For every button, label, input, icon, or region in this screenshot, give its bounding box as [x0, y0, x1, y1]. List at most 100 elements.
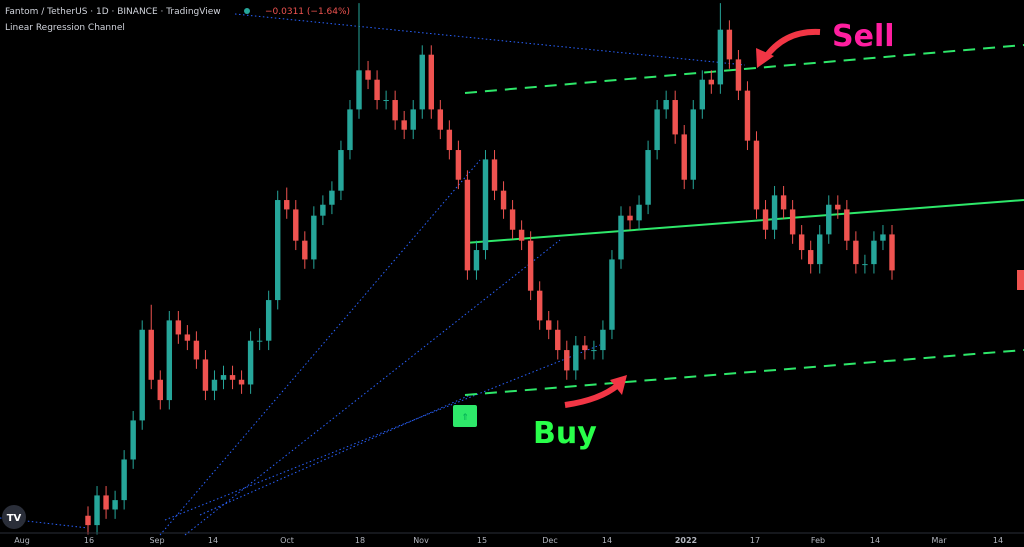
- candle-body: [699, 79, 706, 110]
- candle-body: [627, 215, 633, 221]
- candle-body: [338, 150, 344, 191]
- candle-body: [844, 209, 850, 241]
- candle-body: [518, 229, 525, 241]
- buy-arrow: [564, 382, 620, 408]
- trendlines: [0, 13, 746, 536]
- candles: [85, 3, 895, 535]
- candle-body: [238, 379, 245, 385]
- candle-body: [329, 190, 335, 205]
- candle-body: [446, 129, 453, 151]
- x-tick-label: 14: [602, 536, 612, 545]
- x-tick-label: Feb: [811, 536, 825, 545]
- x-axis: Aug 16 Sep 14 Oct 18 Nov 15 Dec 14 2022 17 Feb 14 Mar 1…: [14, 536, 1003, 545]
- candle-body: [591, 350, 597, 352]
- x-tick-label: 18: [355, 536, 365, 545]
- candle-body: [582, 345, 588, 351]
- candle-body: [202, 359, 209, 391]
- candle-body: [780, 195, 787, 210]
- candle-body: [817, 234, 823, 265]
- buy-arrowhead: [610, 375, 627, 395]
- x-tick-label: 17: [750, 536, 760, 545]
- candle-body: [771, 195, 778, 230]
- candle-body: [853, 240, 859, 265]
- status-dot: [244, 8, 250, 14]
- candle-body: [302, 240, 308, 260]
- candle-body: [94, 495, 100, 526]
- candle-body: [491, 159, 498, 191]
- candle-body: [672, 100, 678, 135]
- price-badge: [1017, 270, 1024, 290]
- candle-body: [139, 329, 145, 421]
- buy-marker-icon: ⇑: [461, 413, 469, 423]
- x-tick-label: Oct: [280, 536, 294, 545]
- candle-body: [762, 209, 769, 230]
- candle-body: [500, 190, 507, 210]
- candle-body: [753, 140, 760, 210]
- candle-body: [175, 320, 182, 335]
- candle-body: [609, 259, 615, 330]
- candle-body: [401, 120, 407, 130]
- candle-body: [410, 109, 416, 130]
- x-tick-label: 15: [477, 536, 487, 545]
- candle-body: [826, 204, 832, 235]
- candle-body: [726, 29, 733, 60]
- candle-body: [193, 340, 200, 360]
- x-tick-label: Aug: [14, 536, 30, 545]
- x-tick-label: Nov: [413, 536, 429, 545]
- candle-body: [807, 250, 814, 265]
- indicator-name: Linear Regression Channel: [5, 23, 125, 33]
- candle-body: [229, 375, 236, 380]
- candle-body: [482, 159, 489, 251]
- candle-body: [103, 495, 109, 510]
- candle-body: [464, 179, 471, 271]
- candle-body: [636, 204, 642, 221]
- candle-body: [555, 329, 561, 351]
- candle-body: [383, 100, 389, 102]
- candle-body: [564, 350, 570, 371]
- candle-body: [211, 379, 218, 391]
- candle-body: [708, 79, 715, 85]
- candle-body: [365, 70, 371, 80]
- x-tick-label: 2022: [675, 536, 697, 545]
- sell-arrow: [762, 28, 821, 60]
- logo-text: TV: [7, 513, 22, 524]
- candle-body: [85, 515, 91, 526]
- x-tick-label: 14: [208, 536, 218, 545]
- candle-body: [509, 209, 516, 230]
- chart-title: Fantom / TetherUS · 1D · BINANCE · Tradi…: [5, 7, 221, 17]
- candle-body: [789, 209, 796, 235]
- x-tick-label: Dec: [542, 536, 557, 545]
- candle-body: [265, 300, 272, 341]
- candle-body: [184, 334, 191, 341]
- candle-body: [112, 500, 118, 510]
- candle-body: [130, 420, 136, 460]
- regression-line: [464, 199, 1024, 244]
- candle-body: [473, 250, 480, 271]
- candle-body: [744, 90, 751, 141]
- candle-body: [284, 200, 290, 210]
- candle-body: [148, 329, 154, 380]
- candle-body: [862, 264, 868, 266]
- candle-body: [121, 459, 127, 501]
- candle-body: [347, 109, 353, 151]
- x-tick-label: 16: [84, 536, 94, 545]
- candle-body: [428, 54, 434, 110]
- candle-body: [546, 320, 552, 330]
- candle-body: [663, 100, 669, 110]
- candle-body: [437, 109, 444, 130]
- candle-body: [356, 70, 362, 110]
- candle-body: [320, 204, 326, 216]
- candle-body: [798, 234, 805, 251]
- candle-body: [392, 100, 398, 121]
- candle-body: [690, 109, 696, 180]
- candle-body: [871, 240, 877, 265]
- x-tick-label: Mar: [931, 536, 947, 545]
- candle-body: [573, 345, 579, 371]
- candle-body: [717, 29, 724, 85]
- candle-body: [157, 379, 163, 401]
- candle-body: [247, 340, 254, 385]
- candle-body: [220, 375, 227, 380]
- sell-label: Sell: [832, 19, 895, 54]
